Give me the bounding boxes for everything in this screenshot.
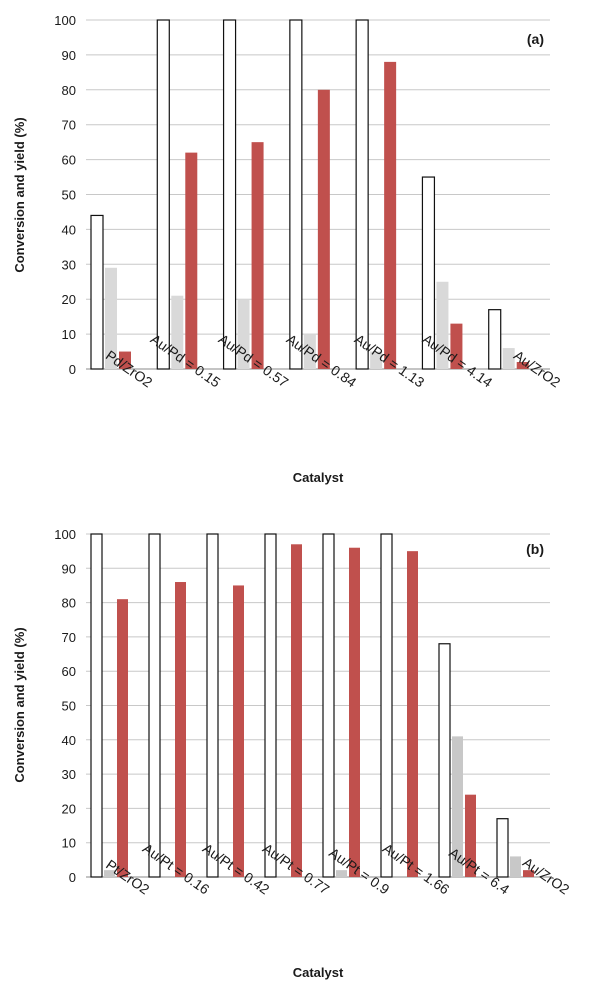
x-axis-title-a: Catalyst [293, 470, 344, 485]
y-tick-label: 40 [62, 222, 76, 237]
y-tick-label: 80 [62, 596, 76, 611]
bar [421, 176, 436, 370]
y-tick-label: 20 [62, 292, 76, 307]
y-tick-label: 80 [62, 83, 76, 98]
bar [251, 142, 264, 369]
bar [317, 89, 330, 370]
bar [171, 295, 184, 369]
y-tick-label: 0 [69, 870, 76, 885]
bar [516, 362, 529, 369]
bar [185, 152, 198, 369]
chart-panel-a: (a) Conversion and yield (%) Catalyst 0 1… [12, 13, 564, 485]
bar [104, 870, 115, 877]
chart-panel-b: (b) Conversion and yield (%) Catalyst 0 1… [12, 527, 573, 980]
y-tick-label: 30 [62, 767, 76, 782]
bar [117, 599, 128, 877]
y-axis-title-b: Conversion and yield (%) [12, 627, 27, 782]
x-axis-title-b: Catalyst [293, 965, 344, 980]
y-tick-label: 60 [62, 153, 76, 168]
bar [90, 214, 104, 370]
bar [291, 544, 302, 877]
bar [119, 351, 131, 369]
y-tick-label: 10 [62, 836, 76, 851]
bar [237, 299, 250, 369]
y-tick-label: 30 [62, 257, 76, 272]
y-tick-label: 90 [62, 561, 76, 576]
bar [510, 856, 521, 877]
panel-label-b: (b) [526, 541, 544, 557]
bar [303, 334, 316, 369]
bar [105, 267, 117, 369]
y-tick-label: 70 [62, 630, 76, 645]
y-axis-title-a: Conversion and yield (%) [12, 117, 27, 272]
y-tick-label: 90 [62, 48, 76, 63]
y-tick-label: 20 [62, 801, 76, 816]
bar [502, 348, 515, 369]
bar [452, 736, 463, 877]
bar [233, 585, 244, 877]
y-tick-label: 50 [62, 188, 76, 203]
bar [206, 533, 219, 878]
y-tick-label: 70 [62, 118, 76, 133]
bar [488, 309, 502, 370]
bar [349, 547, 360, 877]
bar [496, 818, 509, 878]
bar [264, 533, 277, 878]
bar [289, 19, 303, 370]
y-tick-label: 100 [54, 527, 76, 542]
bar [156, 19, 170, 370]
bar [436, 281, 449, 369]
y-tick-label: 50 [62, 699, 76, 714]
bar [322, 533, 335, 878]
bar [148, 533, 161, 878]
y-tick-label: 0 [69, 362, 76, 377]
bar [450, 323, 463, 369]
bar [370, 351, 383, 369]
panel-label-a: (a) [527, 31, 544, 47]
bar [336, 870, 347, 877]
bar [438, 643, 451, 878]
bar [380, 533, 393, 878]
bar [90, 533, 103, 878]
bar [222, 19, 237, 370]
bar [523, 870, 534, 877]
y-tick-label: 100 [54, 13, 76, 28]
y-tick-label: 10 [62, 327, 76, 342]
bar [355, 19, 369, 370]
y-tick-label: 40 [62, 733, 76, 748]
bar [407, 551, 418, 877]
bar [465, 794, 476, 877]
bar [384, 61, 397, 369]
y-tick-label: 60 [62, 664, 76, 679]
bar [175, 582, 186, 877]
